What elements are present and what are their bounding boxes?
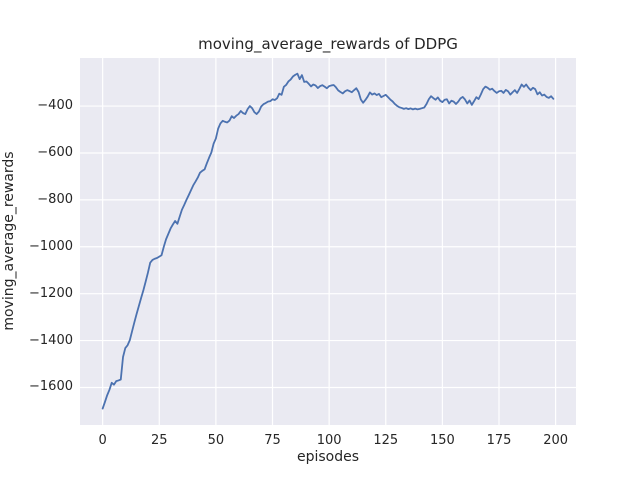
y-tick-label: −800 [37,191,73,207]
x-tick-label: 50 [207,433,225,448]
y-tick-label: −1200 [29,285,73,301]
x-axis-label: episodes [296,449,360,465]
chart-title: moving_average_rewards of DDPG [198,35,458,53]
y-tick-label: −400 [37,98,73,114]
x-tick-label: 200 [543,433,569,448]
reward-line [101,72,555,410]
x-tick-label: 150 [429,433,455,448]
y-tick-label: −1000 [29,238,73,254]
y-tick-label: −600 [37,144,73,160]
x-tick-label: 100 [316,433,342,448]
x-tick-label: 175 [486,433,512,448]
plot-background [80,58,576,425]
y-tick-label: −1400 [29,332,73,348]
x-tick-label: 0 [98,433,107,448]
y-tick-label: −1600 [29,379,73,395]
x-tick-label: 125 [373,433,399,448]
x-tick-label: 75 [264,433,281,448]
x-tick-label: 25 [150,433,168,448]
